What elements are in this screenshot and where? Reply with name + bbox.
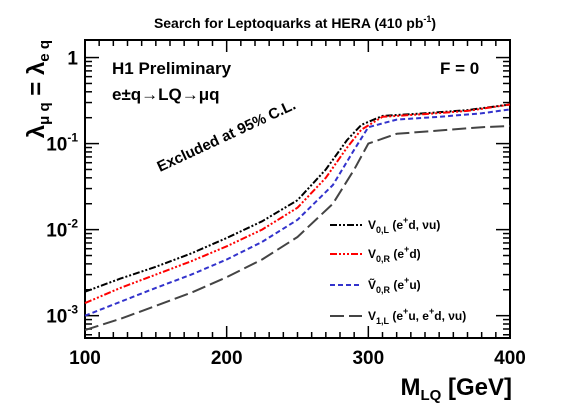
y-tick-label: 10-1 <box>46 131 78 156</box>
x-axis-label-unit: [GeV] <box>441 374 512 401</box>
series-line-4 <box>84 125 511 332</box>
series-line-1 <box>84 103 511 293</box>
x-axis-ticks: 100 200 300 400 <box>69 40 526 369</box>
x-axis-label-sub: LQ <box>420 387 441 404</box>
experiment-label: H1 Preliminary <box>112 59 232 78</box>
y-axis-label-sub1: μ q <box>36 102 53 125</box>
x-tick-label: 200 <box>211 348 243 369</box>
excluded-label: Excluded at 95% C.L. <box>155 96 299 175</box>
y-axis-label: λμ q = λe q <box>23 40 53 138</box>
limit-curves <box>84 103 511 332</box>
process-label: e±q→LQ→μq <box>112 85 220 104</box>
legend-label-4: V1,L (e+u, e+d, νu) <box>368 306 466 326</box>
y-tick-label: 10-3 <box>46 303 78 328</box>
chart-title-sup: -1 <box>423 14 431 24</box>
y-tick-label: 10-2 <box>46 217 78 242</box>
x-axis-label: MLQ [GeV] <box>400 374 512 404</box>
series-line-3 <box>84 108 511 317</box>
chart-title-end: ) <box>431 15 436 31</box>
legend-label-2: V0,R (e+d) <box>368 244 421 264</box>
x-tick-label: 100 <box>69 348 101 369</box>
x-tick-label: 300 <box>352 348 384 369</box>
x-tick-label: 400 <box>494 348 526 369</box>
legend-label-1: V0,L (e+d, νu) <box>368 215 440 235</box>
chart-title: Search for Leptoquarks at HERA (410 pb-1… <box>154 14 436 31</box>
y-tick-label: 1 <box>67 49 78 70</box>
y-axis-ticks: 1 10-1 10-2 10-3 <box>46 49 510 336</box>
legend-label-3: Ṽ0,R (e+u) <box>368 275 421 295</box>
y-axis-label-sub2: e q <box>36 40 53 62</box>
flag-label: F = 0 <box>440 59 479 78</box>
series-line-2 <box>84 103 511 305</box>
legend: V0,L (e+d, νu) V0,R (e+d) Ṽ0,R (e+u) V1,L (… <box>330 215 466 326</box>
y-axis-label-eq: = λ <box>23 62 50 103</box>
